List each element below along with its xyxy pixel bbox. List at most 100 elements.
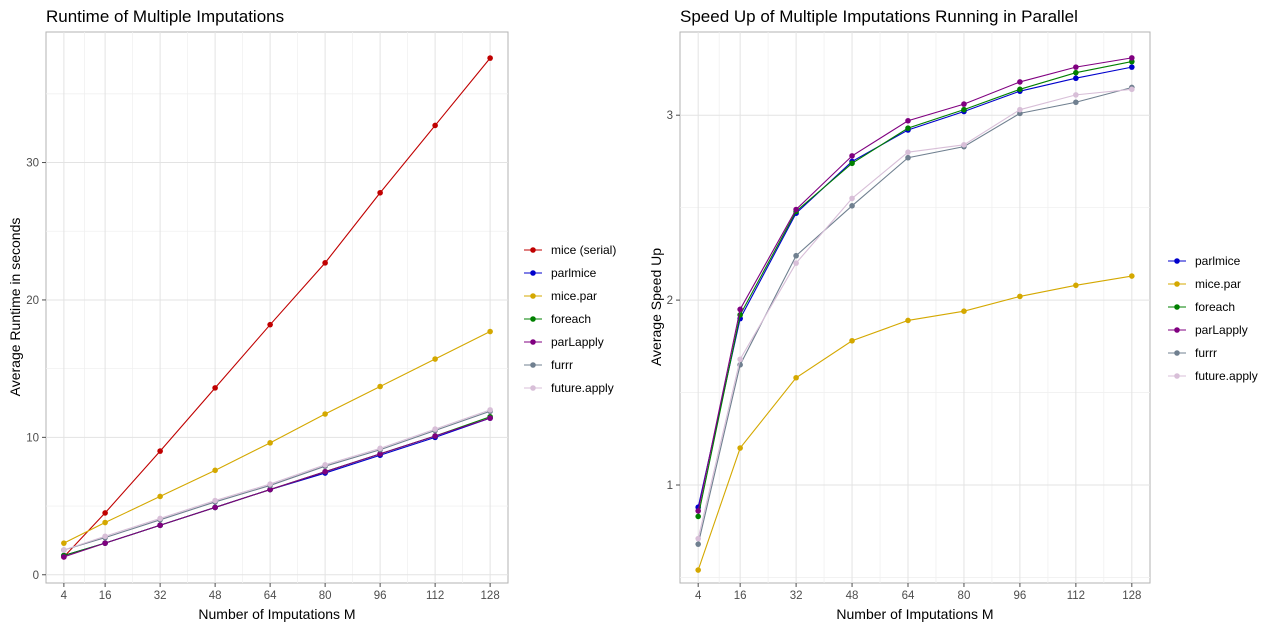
- legend-label: furrr: [551, 358, 573, 372]
- data-point: [737, 306, 743, 313]
- series-layer: [61, 55, 493, 560]
- data-point: [905, 117, 911, 124]
- data-point: [1073, 92, 1079, 98]
- data-point: [1129, 55, 1135, 61]
- data-point: [432, 433, 438, 439]
- legend-item: foreach: [1168, 300, 1235, 314]
- data-point: [157, 515, 163, 522]
- series-future-apply: [61, 407, 493, 553]
- legend-key-point: [1174, 373, 1180, 379]
- legend-key-point: [530, 316, 536, 322]
- x-tick-label: 16: [734, 590, 747, 602]
- data-point: [102, 510, 108, 516]
- y-tick-label: 0: [33, 570, 39, 582]
- data-point: [905, 154, 911, 161]
- data-point: [961, 106, 967, 113]
- y-tick-label: 2: [667, 295, 673, 307]
- data-point: [212, 497, 218, 504]
- data-point: [61, 540, 67, 546]
- data-point: [849, 195, 855, 202]
- data-point: [961, 101, 967, 107]
- data-point: [961, 141, 967, 148]
- legend-label: foreach: [551, 312, 591, 326]
- data-point: [267, 440, 273, 446]
- runtime-chart: Runtime of Multiple Imputations 4 16 32 48 6…: [7, 7, 616, 622]
- series-mice-par: [61, 328, 493, 546]
- data-point: [322, 260, 328, 266]
- legend-item: parLapply: [524, 335, 604, 349]
- data-point: [157, 493, 163, 500]
- data-point: [695, 541, 701, 547]
- grid: [680, 32, 1150, 583]
- data-point: [1017, 293, 1023, 300]
- data-point: [487, 415, 493, 421]
- x-tick-label: 96: [374, 590, 387, 602]
- data-point: [1073, 69, 1079, 76]
- plot-panel: [45, 31, 509, 584]
- legend-label: furrr: [1195, 346, 1217, 360]
- data-point: [1073, 64, 1079, 70]
- data-point: [267, 481, 273, 487]
- data-point: [102, 540, 108, 546]
- data-point: [377, 451, 383, 457]
- data-point: [322, 468, 328, 475]
- data-point: [487, 407, 493, 413]
- legend-key-point: [530, 247, 536, 253]
- legend-label: future.apply: [1195, 369, 1258, 383]
- x-axis-label: Number of Imputations M: [836, 606, 993, 622]
- legend-label: parlmice: [1195, 254, 1241, 268]
- legend-item: future.apply: [524, 381, 614, 395]
- x-tick-label: 128: [1122, 590, 1141, 602]
- legend-key-point: [1174, 281, 1180, 287]
- y-axis: 1 2 3: [667, 110, 680, 492]
- data-point: [1073, 99, 1079, 106]
- legend-item: future.apply: [1168, 369, 1258, 383]
- series-layer: [695, 55, 1135, 573]
- legend: mice (serial) parlmice mice.par foreach parL…: [524, 243, 616, 395]
- y-axis-label: Average Speed Up: [648, 248, 664, 366]
- legend-item: furrr: [524, 358, 573, 372]
- y-tick-label: 20: [26, 295, 39, 307]
- data-point: [212, 504, 218, 511]
- legend-label: parLapply: [551, 335, 604, 349]
- data-point: [737, 445, 743, 451]
- data-point: [1017, 86, 1023, 93]
- legend-key-point: [1174, 350, 1180, 356]
- data-point: [1073, 282, 1079, 289]
- legend-key-point: [530, 385, 536, 391]
- chart-title: Runtime of Multiple Imputations: [46, 7, 284, 26]
- legend-item: foreach: [524, 312, 591, 326]
- x-tick-label: 112: [1067, 590, 1085, 602]
- data-point: [905, 125, 911, 131]
- legend-key-point: [530, 362, 536, 368]
- series-parlapply: [61, 415, 493, 560]
- data-point: [377, 445, 383, 452]
- data-point: [432, 122, 438, 129]
- legend-key-point: [1174, 304, 1180, 310]
- data-point: [487, 55, 493, 61]
- x-axis-label: Number of Imputations M: [198, 606, 355, 622]
- data-point: [377, 383, 383, 390]
- y-tick-label: 3: [667, 110, 673, 122]
- y-axis-label: Average Runtime in seconds: [7, 218, 23, 397]
- data-point: [377, 189, 383, 196]
- x-tick-label: 32: [154, 590, 167, 602]
- legend-item: furrr: [1168, 346, 1217, 360]
- data-point: [1017, 106, 1023, 113]
- data-point: [793, 206, 799, 213]
- data-point: [322, 411, 328, 417]
- y-tick-label: 1: [667, 480, 673, 492]
- legend-item: mice.par: [524, 289, 597, 303]
- series-parlapply: [695, 55, 1135, 514]
- plot-panel: [679, 31, 1151, 584]
- data-point: [267, 321, 273, 328]
- data-point: [793, 374, 799, 381]
- data-point: [1129, 273, 1135, 279]
- data-point: [849, 160, 855, 167]
- x-tick-label: 64: [264, 590, 277, 602]
- data-point: [487, 328, 493, 335]
- data-point: [695, 567, 701, 573]
- x-tick-label: 16: [99, 590, 112, 602]
- x-tick-label: 112: [426, 590, 444, 602]
